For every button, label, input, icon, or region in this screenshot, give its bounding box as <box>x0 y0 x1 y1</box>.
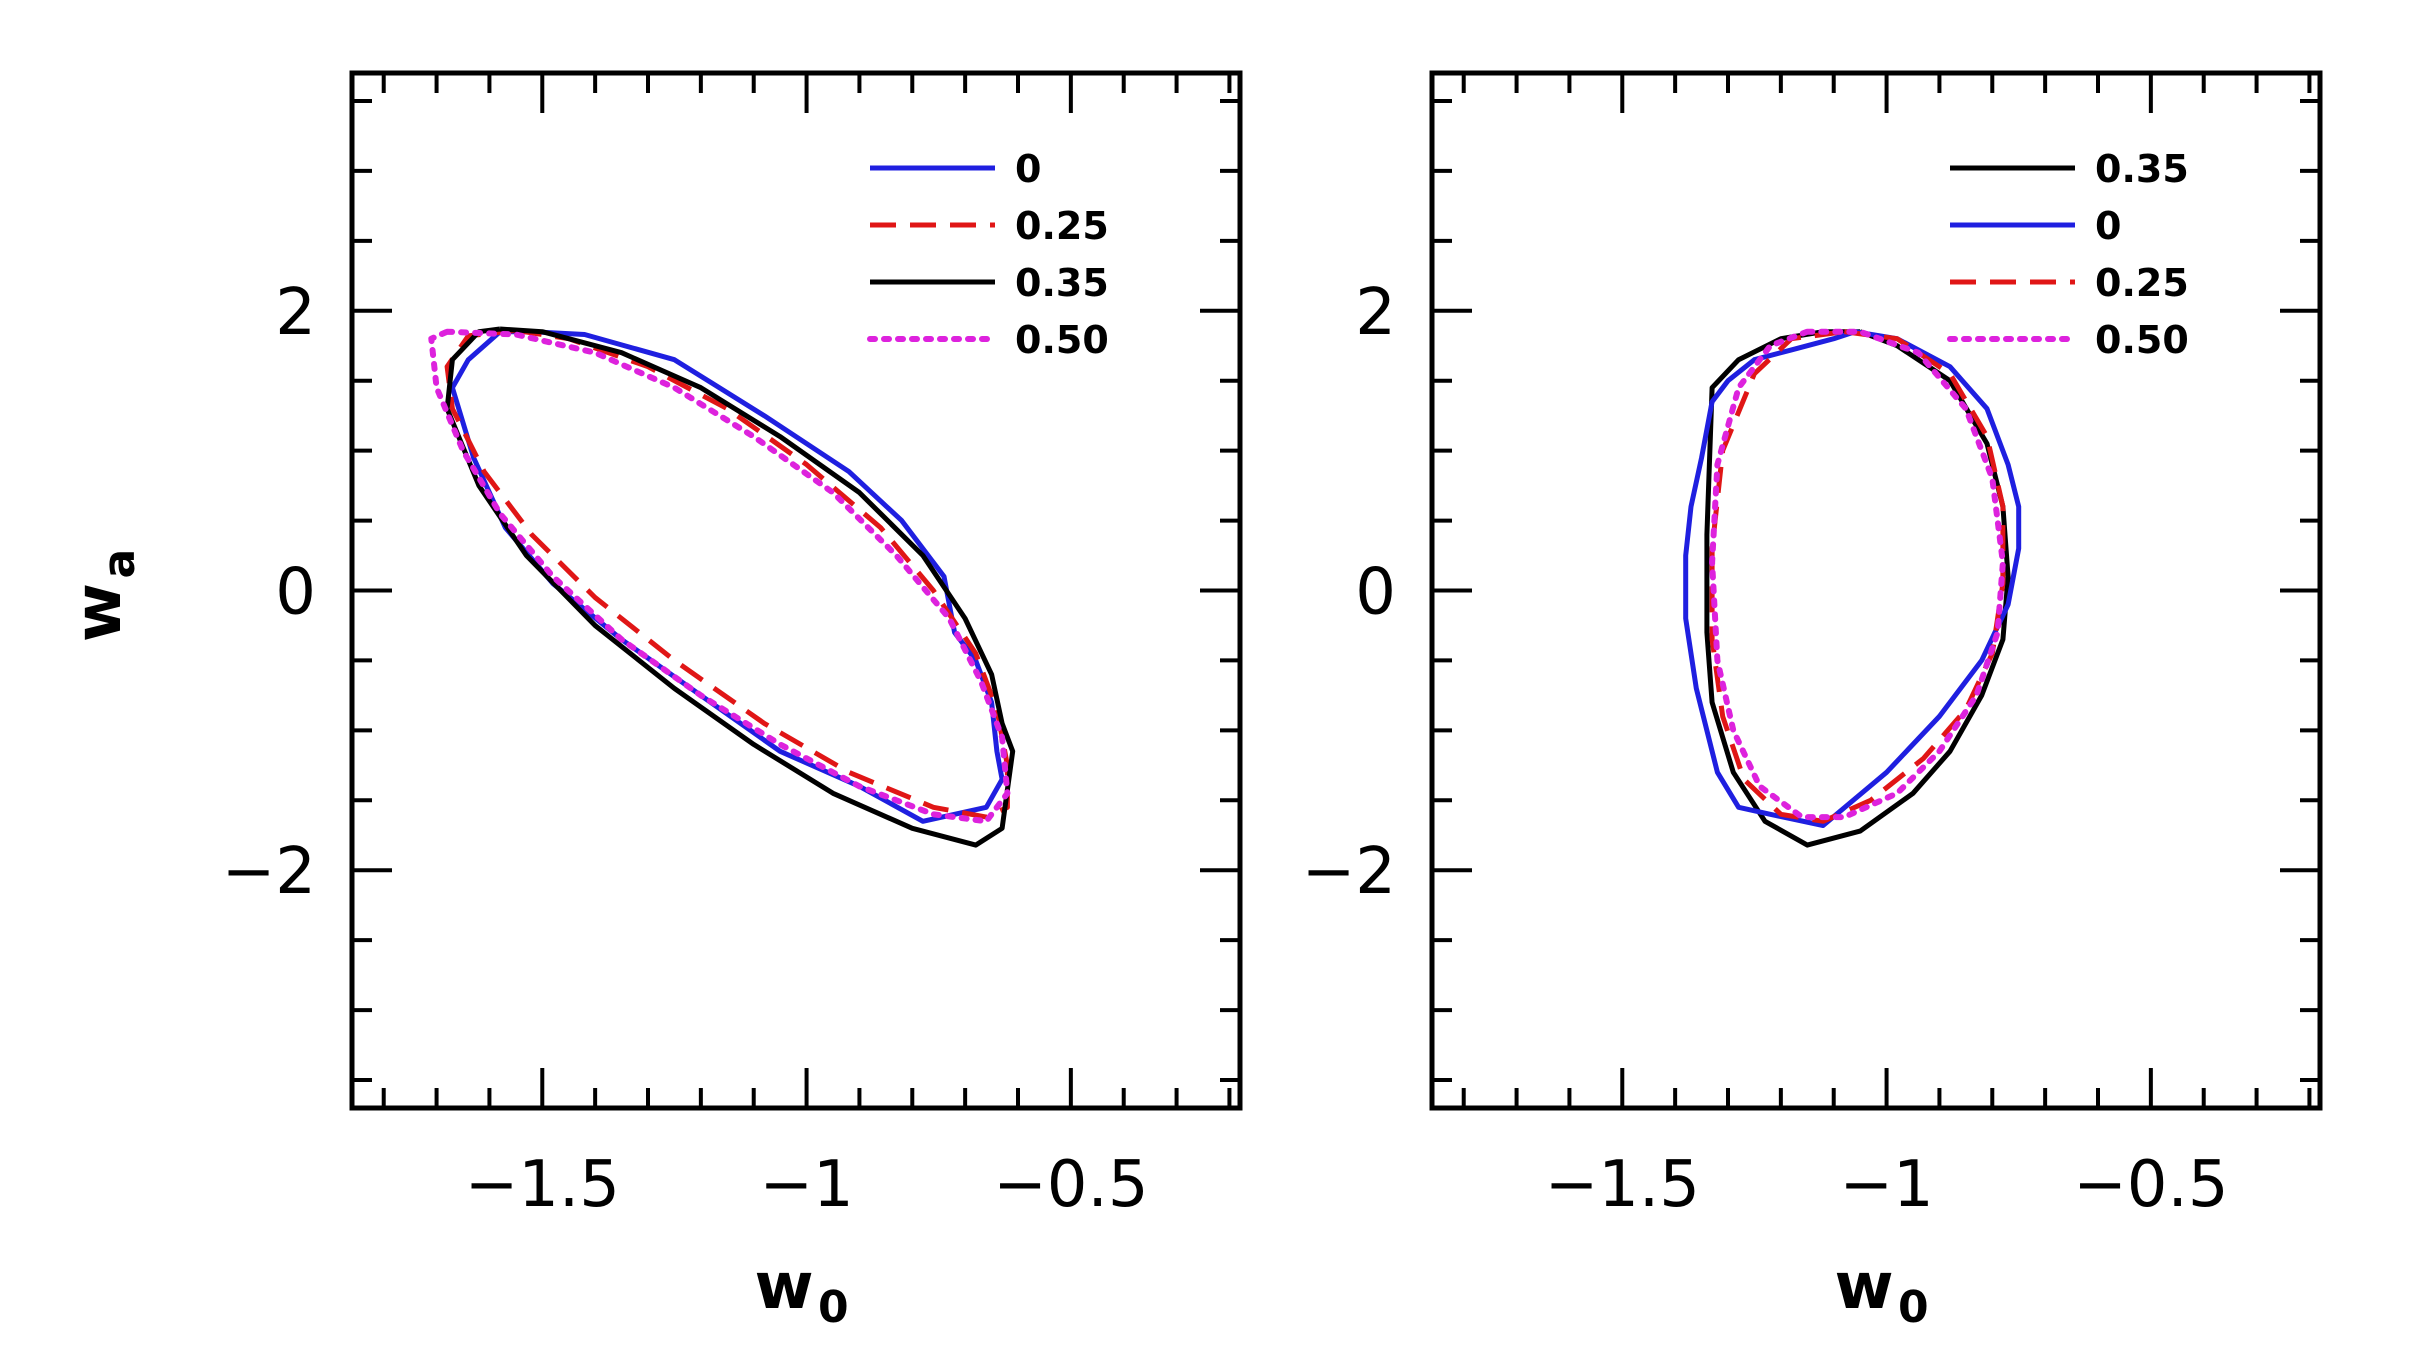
series-line-0 <box>449 329 1005 824</box>
legend: 0 0.25 0.35 0.50 <box>867 147 1109 362</box>
series-line-0_50 <box>1709 328 2006 821</box>
y-tick-label: 0 <box>1355 556 1396 630</box>
legend-label: 0.50 <box>2095 318 2189 362</box>
x-axis-title-subscript: 0 <box>1898 1282 1929 1333</box>
y-tick-label: 2 <box>275 276 316 350</box>
x-axis-title-subscript: 0 <box>818 1282 849 1333</box>
x-tick-label: −1.5 <box>1545 1148 1700 1222</box>
plot-frame <box>1429 70 2323 1111</box>
y-tick-label: 0 <box>275 556 316 630</box>
x-tick-label: −1.5 <box>465 1148 620 1222</box>
legend-label: 0 <box>1015 147 1041 191</box>
x-tick-label: −0.5 <box>2073 1148 2228 1222</box>
series-line-0_25 <box>1709 329 2006 824</box>
x-tick-label: −1 <box>1839 1148 1933 1222</box>
legend-label: 0 <box>2095 204 2121 248</box>
legend: 0.35 0 0.25 0.50 <box>1947 147 2189 362</box>
legend-label: 0.35 <box>1015 261 1109 305</box>
x-tick-label: −0.5 <box>993 1148 1148 1222</box>
y-tick-label: −2 <box>222 835 316 909</box>
legend-label: 0.25 <box>1015 204 1109 248</box>
legend-label: 0.25 <box>2095 261 2189 305</box>
y-axis-title-subscript: a <box>94 549 145 579</box>
legend-label: 0.35 <box>2095 147 2189 191</box>
y-axis-title-group: wa <box>62 549 145 642</box>
x-axis-title: w <box>1834 1250 1893 1324</box>
series-line-0_35 <box>1704 329 2011 848</box>
series-line-0 <box>1683 329 2022 828</box>
y-tick-label: 2 <box>1355 276 1396 350</box>
legend-label: 0.50 <box>1015 318 1109 362</box>
y-tick-label: −2 <box>1302 835 1396 909</box>
series-line-0_50 <box>428 328 1011 825</box>
x-axis-title: w <box>754 1250 813 1324</box>
x-tick-label: −1 <box>759 1148 853 1222</box>
y-axis-title: w <box>62 583 136 642</box>
